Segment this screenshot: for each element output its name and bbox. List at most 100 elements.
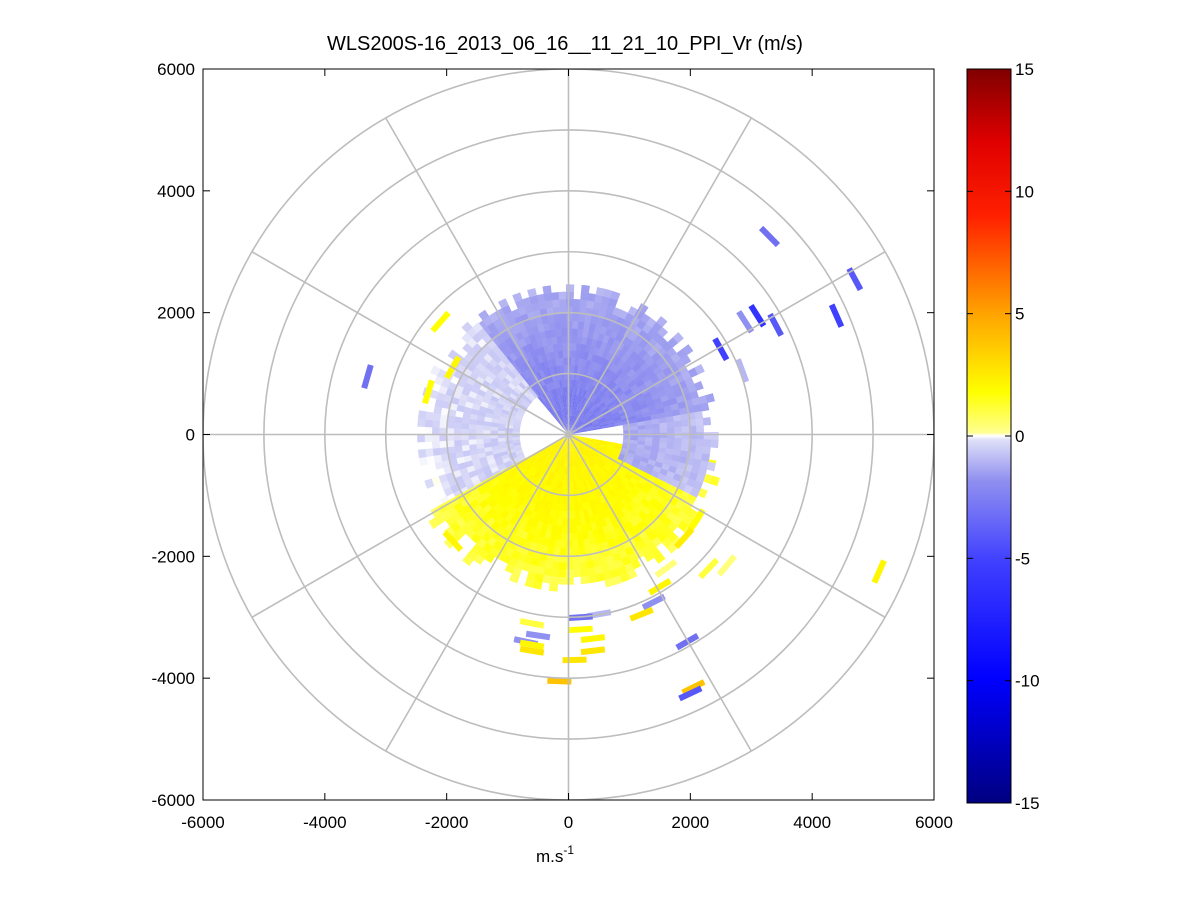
field-cell [579, 464, 585, 473]
y-tick-label: -4000 [152, 669, 195, 688]
field-cell [598, 417, 607, 423]
field-cell [577, 328, 584, 337]
return-mark [736, 310, 755, 334]
x-tick-label: -4000 [303, 813, 346, 832]
field-cell [552, 457, 558, 465]
field-cell [535, 497, 543, 506]
field-cell [526, 394, 535, 402]
field-cell [625, 347, 635, 357]
field-cell [522, 370, 530, 380]
field-cell [613, 447, 622, 453]
field-cell [569, 423, 573, 432]
field-cell [692, 458, 702, 468]
field-cell [572, 481, 577, 490]
field-cell [579, 396, 585, 405]
field-cell [615, 471, 625, 480]
field-cell [623, 365, 633, 375]
field-cell [582, 471, 588, 480]
field-cell [571, 525, 578, 534]
field-cell [425, 411, 434, 421]
field-cell [468, 418, 478, 425]
field-cell [570, 437, 577, 444]
field-cell [679, 450, 689, 458]
field-cell [424, 478, 435, 489]
field-cell [570, 445, 573, 453]
field-cell [497, 497, 507, 507]
field-cell [535, 472, 542, 481]
field-cell [466, 376, 476, 386]
field-cell [523, 320, 532, 330]
field-cell [659, 427, 668, 434]
field-cell [613, 386, 623, 395]
field-cell [612, 503, 622, 513]
field-cell [528, 541, 538, 551]
field-cell [616, 500, 625, 510]
field-cell [438, 385, 449, 395]
field-cell [571, 328, 579, 337]
field-cell [570, 496, 575, 505]
y-tick-label: 0 [186, 426, 195, 445]
field-cell [577, 546, 586, 555]
field-cell [641, 485, 651, 495]
field-cell [570, 364, 575, 373]
field-cell [476, 414, 486, 422]
field-cell [544, 299, 554, 309]
colorbar [966, 68, 1012, 804]
field-cell [439, 434, 447, 442]
field-cell [555, 480, 561, 489]
field-cell [584, 478, 591, 487]
field-cell [604, 463, 613, 471]
field-cell [652, 437, 661, 443]
field-cell [588, 402, 596, 410]
field-cell [509, 408, 518, 415]
field-cell [657, 412, 667, 419]
field-cell [556, 450, 561, 458]
field-cell [532, 495, 540, 505]
field-cell [514, 414, 524, 420]
field-cell [486, 507, 497, 518]
field-cell [507, 370, 517, 380]
field-cell [562, 342, 568, 351]
field-cell [574, 357, 580, 366]
field-cell [566, 313, 574, 322]
field-cell [609, 329, 619, 340]
field-cell [617, 469, 627, 477]
field-cell [476, 447, 486, 454]
field-cell [523, 523, 532, 534]
field-cell [586, 437, 594, 441]
field-cell [562, 511, 568, 519]
field-cell [465, 494, 476, 504]
field-cell [497, 437, 506, 442]
field-cell [572, 417, 577, 425]
return-mark [758, 225, 781, 248]
field-cell [553, 546, 561, 556]
field-cell [575, 402, 580, 411]
field-cell [543, 345, 550, 354]
field-cell [570, 408, 573, 417]
field-cell [561, 466, 565, 475]
field-cell [699, 460, 709, 470]
field-cell [574, 402, 579, 411]
field-cell [589, 415, 598, 422]
field-cell [508, 392, 518, 400]
field-cell [513, 386, 522, 395]
field-cell [601, 455, 610, 462]
field-cell [571, 459, 575, 468]
field-cell [618, 392, 627, 400]
field-cell [579, 429, 587, 433]
field-cell [572, 320, 579, 329]
field-cell [564, 459, 567, 468]
field-cell [540, 544, 549, 554]
field-cell [449, 402, 458, 411]
field-cell [573, 365, 579, 374]
field-cell [516, 373, 525, 382]
field-cell [570, 401, 574, 410]
field-cell [541, 315, 550, 325]
field-cell [453, 428, 462, 435]
field-cell [564, 474, 568, 483]
field-cell [497, 430, 506, 435]
field-cell [619, 466, 629, 474]
field-cell [461, 321, 473, 333]
field-cell [514, 416, 523, 422]
field-cell [518, 406, 527, 413]
